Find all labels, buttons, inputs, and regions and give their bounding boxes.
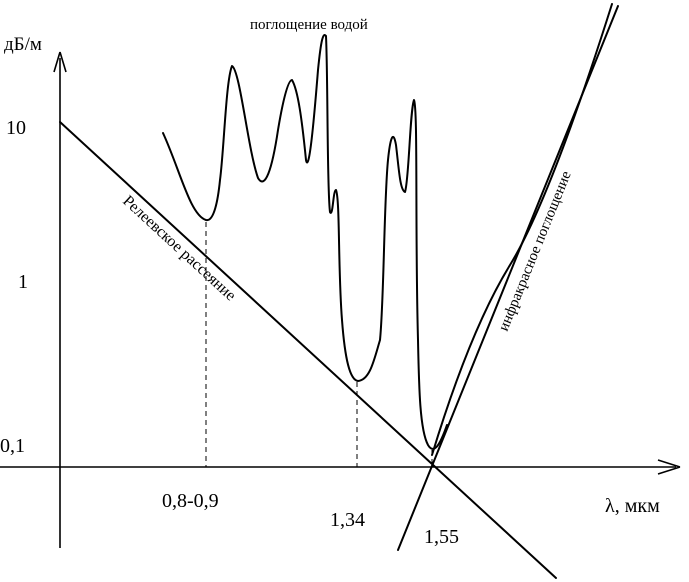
x-tick-0-8-0-9: 0,8-0,9 (162, 490, 219, 512)
infrared-line-inner (431, 3, 613, 456)
y-tick-0-1: 0,1 (0, 435, 25, 457)
rayleigh-scattering-label: Релеевское рассеяние (119, 192, 239, 304)
y-tick-10: 10 (6, 117, 26, 139)
rayleigh-line (59, 121, 557, 579)
infrared-absorption-label: инфракрасное поглощение (496, 169, 575, 334)
water-absorption-curve (162, 34, 448, 450)
y-tick-1: 1 (18, 271, 28, 293)
y-axis-unit: дБ/м (4, 34, 42, 55)
x-tick-1-34: 1,34 (330, 509, 365, 531)
water-absorption-label: поглощение водой (250, 17, 368, 33)
y-axis-arrow (53, 51, 67, 73)
x-tick-1-55: 1,55 (424, 526, 459, 548)
x-axis-unit: λ, мкм (605, 495, 660, 517)
x-axis-arrow (657, 459, 681, 475)
